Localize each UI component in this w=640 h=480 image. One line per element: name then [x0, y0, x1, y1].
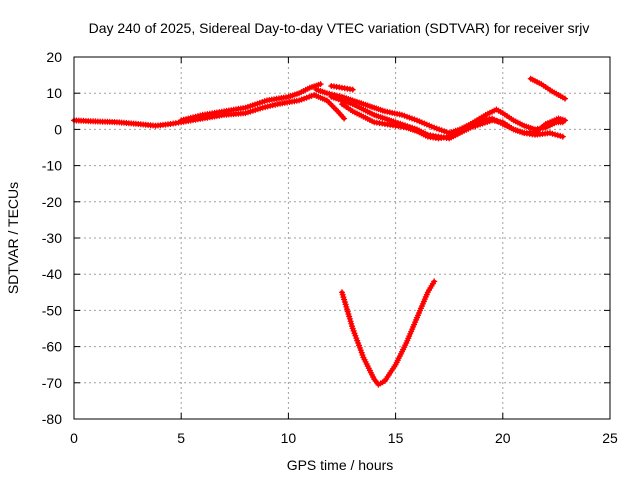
y-tick-label: -70 [42, 375, 62, 391]
series-markers [339, 101, 568, 142]
x-axis-label: GPS time / hours [287, 457, 394, 473]
series-trace-2 [178, 81, 324, 124]
y-tick-label: 10 [46, 85, 62, 101]
grid [74, 57, 610, 419]
y-tick-label: 0 [54, 121, 62, 137]
series-trace-7 [527, 75, 568, 102]
x-tick-label: 5 [177, 430, 185, 446]
series-trace-6 [339, 101, 568, 142]
y-tick-label: -60 [42, 339, 62, 355]
y-tick-label: -30 [42, 230, 62, 246]
x-tick-label: 15 [388, 430, 404, 446]
y-tick-label: -20 [42, 194, 62, 210]
series-markers [178, 81, 324, 124]
series-layer [71, 75, 568, 388]
x-tick-label: 0 [70, 430, 78, 446]
series-trace-4 [328, 83, 356, 93]
x-tick-label: 25 [602, 430, 618, 446]
series-trace-3 [313, 86, 566, 136]
chart-title: Day 240 of 2025, Sidereal Day-to-day VTE… [89, 20, 590, 36]
x-tick-label: 20 [495, 430, 511, 446]
y-tick-label: -10 [42, 158, 62, 174]
series-trace-1 [71, 92, 348, 129]
y-axis-label: SDTVAR / TECUs [5, 182, 21, 294]
y-tick-label: 20 [46, 49, 62, 65]
series-trace-8 [339, 278, 438, 388]
y-tick-label: -40 [42, 266, 62, 282]
series-markers [527, 75, 568, 102]
axis-ticks: 0 5 10 15 20 25 20 10 0 -10 -20 -30 -40 -50 -60 -70 -80 [42, 49, 618, 446]
y-tick-label: -80 [42, 411, 62, 427]
x-tick-label: 10 [281, 430, 297, 446]
y-tick-label: -50 [42, 302, 62, 318]
series-markers [339, 278, 438, 388]
series-markers [328, 83, 356, 93]
